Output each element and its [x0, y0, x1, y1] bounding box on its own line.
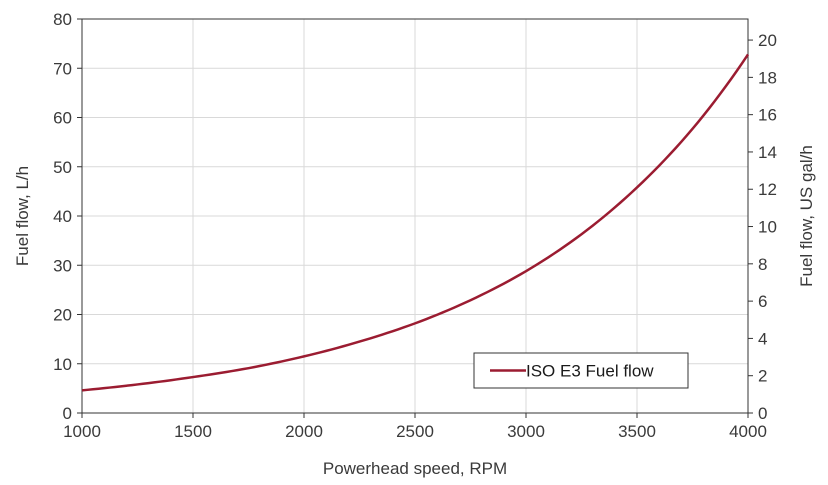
grid	[81, 18, 749, 414]
y-tick-label: 80	[53, 10, 72, 29]
series	[81, 53, 750, 392]
legend: ISO E3 Fuel flow	[473, 352, 689, 389]
y2-tick-label: 0	[758, 404, 767, 423]
x-tick-label: 3000	[507, 422, 545, 441]
y2-axis-title: Fuel flow, US gal/h	[797, 145, 816, 287]
y-tick-label: 10	[53, 355, 72, 374]
y2-tick-label: 6	[758, 292, 767, 311]
y-tick-label: 70	[53, 59, 72, 78]
y-tick-label: 20	[53, 306, 72, 325]
legend-label: ISO E3 Fuel flow	[526, 362, 654, 381]
y-tick-label: 0	[63, 404, 72, 423]
x-axis-title: Powerhead speed, RPM	[323, 459, 507, 478]
x-tick-label: 3500	[618, 422, 656, 441]
tick-labels: 1000 1500 2000 2500 3000 3500 4000010203040506…	[53, 10, 777, 441]
y-tick-label: 40	[53, 207, 72, 226]
x-tick-label: 1000	[63, 422, 101, 441]
x-tick-label: 4000	[729, 422, 767, 441]
y-tick-label: 30	[53, 256, 72, 275]
x-tick-label: 2000	[285, 422, 323, 441]
y2-tick-label: 4	[758, 329, 767, 348]
y2-tick-label: 16	[758, 106, 777, 125]
y-axis-title: Fuel flow, L/h	[13, 166, 32, 266]
series-line	[81, 53, 750, 392]
y-tick-label: 60	[53, 109, 72, 128]
x-tick-label: 1500	[174, 422, 212, 441]
y2-tick-label: 18	[758, 68, 777, 87]
y2-tick-label: 10	[758, 218, 777, 237]
y2-tick-label: 2	[758, 367, 767, 386]
y2-tick-label: 20	[758, 31, 777, 50]
y-tick-label: 50	[53, 158, 72, 177]
y2-tick-label: 12	[758, 180, 777, 199]
y2-tick-label: 8	[758, 255, 767, 274]
x-tick-label: 2500	[396, 422, 434, 441]
y2-tick-label: 14	[758, 143, 777, 162]
